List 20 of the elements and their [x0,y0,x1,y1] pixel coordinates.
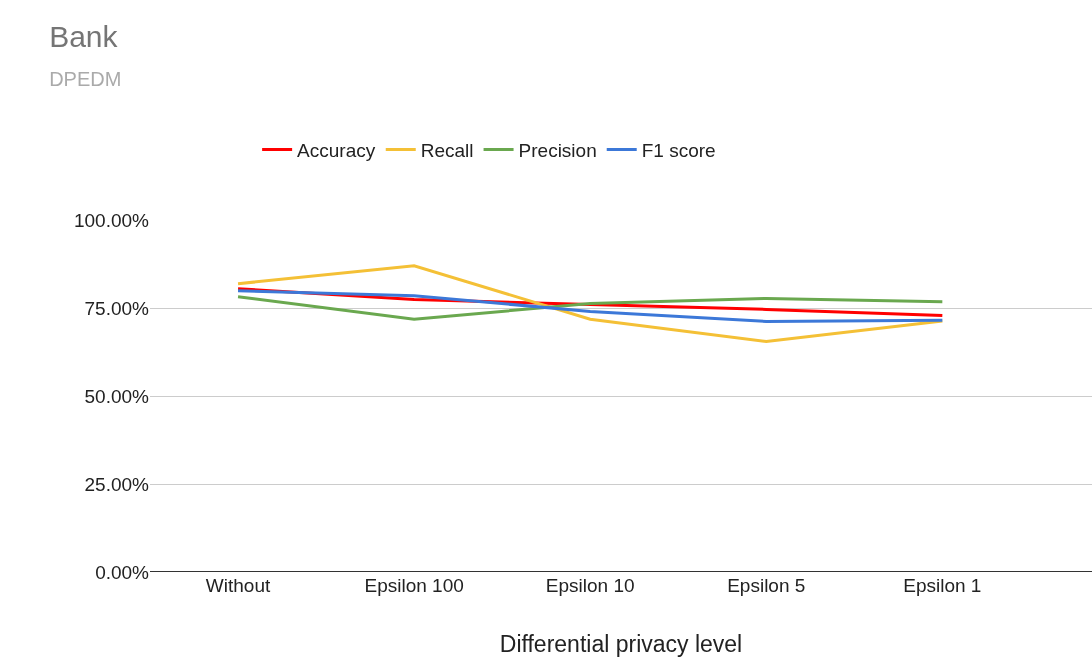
legend-label: F1 score [641,139,716,161]
chart-title: Bank [49,20,119,54]
x-tick-label: Epsilon 10 [545,575,635,596]
y-tick-label: 75.00% [84,297,150,319]
y-tick-label: 0.00% [95,561,150,583]
x-tick-label: Epsilon 5 [727,575,806,596]
x-tick-label: Epsilon 1 [903,575,982,596]
legend-label: Accuracy [297,139,376,161]
y-tick-label: 100.00% [73,209,150,231]
x-tick-label: Epsilon 100 [364,575,464,596]
line-series [236,295,944,321]
x-tick-label: Without [205,575,271,596]
line-series [236,289,944,323]
chart-subtitle: DPEDM [49,68,122,91]
legend-label: Recall [420,139,474,161]
line-series [236,264,944,343]
y-tick-label: 50.00% [84,385,150,407]
legend-label: Precision [518,139,597,161]
x-axis-title: Differential privacy level [499,630,743,657]
y-tick-label: 25.00% [84,473,150,495]
